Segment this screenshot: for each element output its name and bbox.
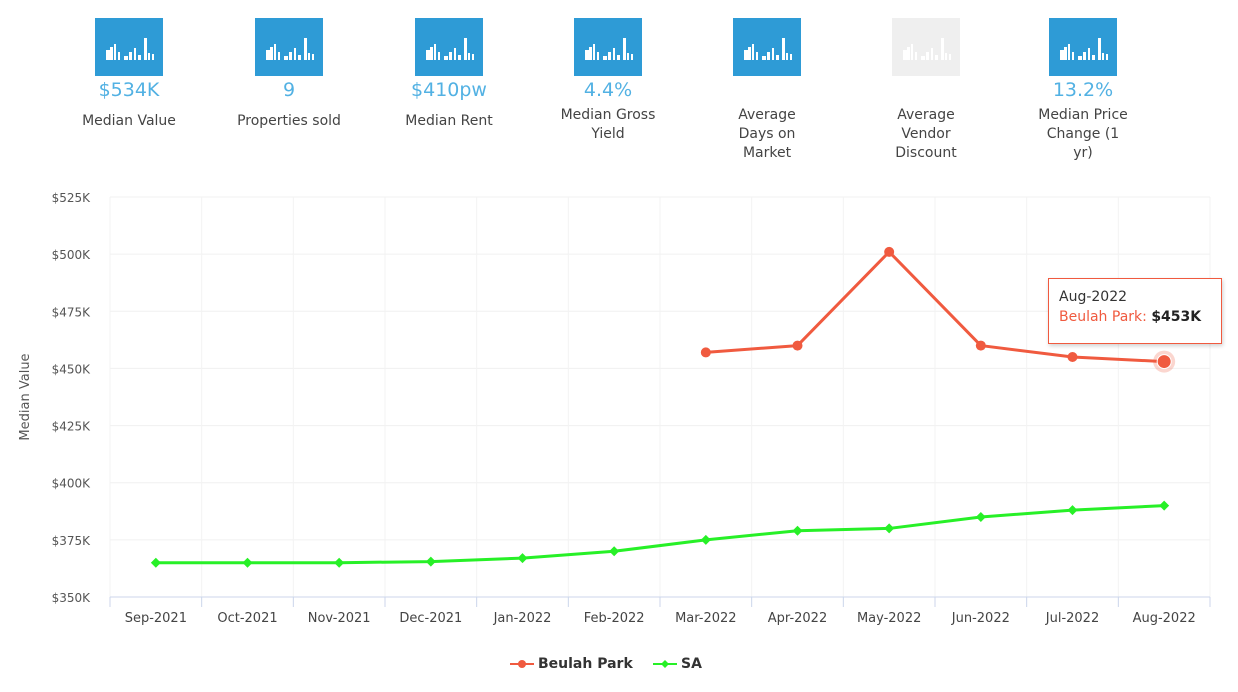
tooltip-series: Beulah Park xyxy=(1059,309,1143,325)
x-tick-label: Jun-2022 xyxy=(951,611,1010,626)
bar-chart-icon xyxy=(415,18,483,76)
y-tick-label: $475K xyxy=(52,305,92,319)
legend-label-beulah-park: Beulah Park xyxy=(538,656,633,672)
stat-value xyxy=(856,78,996,102)
x-tick-label: Nov-2021 xyxy=(308,611,371,626)
point-beulah-park[interactable] xyxy=(700,347,711,358)
point-sa[interactable] xyxy=(884,523,895,534)
x-tick-label: Mar-2022 xyxy=(675,611,736,626)
stat-value: $534K xyxy=(98,79,160,101)
median-value-chart: $350K $375K $400K $425K $450K $475K $500K $525K… xyxy=(0,180,1238,692)
y-axis-title: Median Value xyxy=(18,353,33,440)
stat-value: $410pw xyxy=(411,79,487,101)
stat-label: Median Value xyxy=(82,113,176,129)
point-beulah-park[interactable] xyxy=(792,340,803,351)
stat-2[interactable]: 9 Properties sold xyxy=(219,18,359,131)
tooltip-value: $453K xyxy=(1151,309,1202,325)
point-sa[interactable] xyxy=(792,525,803,536)
stat-label: Average Vendor Discount xyxy=(895,107,957,161)
legend-marker-sa xyxy=(653,660,677,668)
stat-3[interactable]: $410pw Median Rent xyxy=(379,18,519,131)
chart-legend: Beulah Park SA xyxy=(0,652,1238,676)
point-sa[interactable] xyxy=(517,553,528,564)
y-tick-label: $425K xyxy=(52,420,92,434)
point-sa[interactable] xyxy=(150,557,161,568)
x-tick-label: Aug-2022 xyxy=(1133,611,1196,626)
chart-svg: $350K $375K $400K $425K $450K $475K $500K $525K… xyxy=(18,191,1211,626)
tooltip-separator: : xyxy=(1142,309,1147,325)
series-line-sa xyxy=(155,504,1165,565)
y-tick-label: $375K xyxy=(52,534,92,548)
point-beulah-park[interactable] xyxy=(975,340,986,351)
stat-label: Average Days on Market xyxy=(738,107,796,161)
point-beulah-park[interactable] xyxy=(1067,352,1078,362)
x-tick-label: Sep-2021 xyxy=(125,611,187,626)
bar-chart-icon xyxy=(574,18,642,76)
x-tick-label: Dec-2021 xyxy=(399,611,462,626)
y-tick-label: $450K xyxy=(52,362,92,376)
point-sa[interactable] xyxy=(242,557,253,568)
bar-chart-icon xyxy=(733,18,801,76)
stat-value: 13.2% xyxy=(1052,79,1114,101)
tooltip-date: Aug-2022 xyxy=(1059,289,1128,305)
point-sa[interactable] xyxy=(1159,500,1170,511)
y-tick-label: $500K xyxy=(52,248,92,262)
stat-4[interactable]: 4.4% Median Gross Yield xyxy=(538,18,678,144)
hover-point[interactable] xyxy=(1156,354,1172,370)
point-sa[interactable] xyxy=(975,512,986,522)
chart-tooltip: Aug-2022 Beulah Park: $453K xyxy=(1048,278,1222,344)
stat-label: Median Gross Yield xyxy=(560,107,656,142)
x-tick-label: May-2022 xyxy=(857,611,921,626)
stat-7[interactable]: 13.2% Median Price Change (1 yr) xyxy=(1013,18,1153,163)
legend-label-sa: SA xyxy=(681,656,702,672)
stat-1[interactable]: $534K Median Value xyxy=(59,18,199,131)
stat-label: Median Rent xyxy=(405,113,493,129)
stat-value xyxy=(697,78,837,102)
stat-label: Median Price Change (1 yr) xyxy=(1038,107,1128,161)
y-tick-label: $400K xyxy=(52,477,92,491)
x-tick-label: Jan-2022 xyxy=(493,611,552,626)
bar-chart-icon xyxy=(95,18,163,76)
series-line-beulah-park xyxy=(705,250,1165,364)
stats-bar: $534K Median Value 9 Properties sold $410pw M… xyxy=(0,0,1238,170)
point-beulah-park[interactable] xyxy=(884,246,895,257)
stat-label: Properties sold xyxy=(237,113,341,129)
y-tick-label: $525K xyxy=(52,191,92,205)
x-tick-label: Feb-2022 xyxy=(584,611,645,626)
point-sa[interactable] xyxy=(425,556,436,567)
stat-value: 9 xyxy=(282,79,296,101)
bar-chart-icon xyxy=(892,18,960,76)
legend-marker-beulah-park xyxy=(510,660,534,668)
bar-chart-icon xyxy=(1049,18,1117,76)
point-sa[interactable] xyxy=(1067,505,1078,516)
bar-chart-icon xyxy=(255,18,323,76)
point-sa[interactable] xyxy=(700,534,711,545)
x-tick-label: Apr-2022 xyxy=(768,611,827,626)
stat-5[interactable]: Average Days on Market xyxy=(697,18,837,163)
stat-6[interactable]: Average Vendor Discount xyxy=(856,18,996,163)
y-tick-label: $350K xyxy=(52,591,92,605)
x-tick-label: Jul-2022 xyxy=(1045,611,1099,626)
x-tick-label: Oct-2021 xyxy=(217,611,277,626)
stat-value: 4.4% xyxy=(583,79,633,101)
point-sa[interactable] xyxy=(334,557,345,568)
point-sa[interactable] xyxy=(609,546,620,557)
